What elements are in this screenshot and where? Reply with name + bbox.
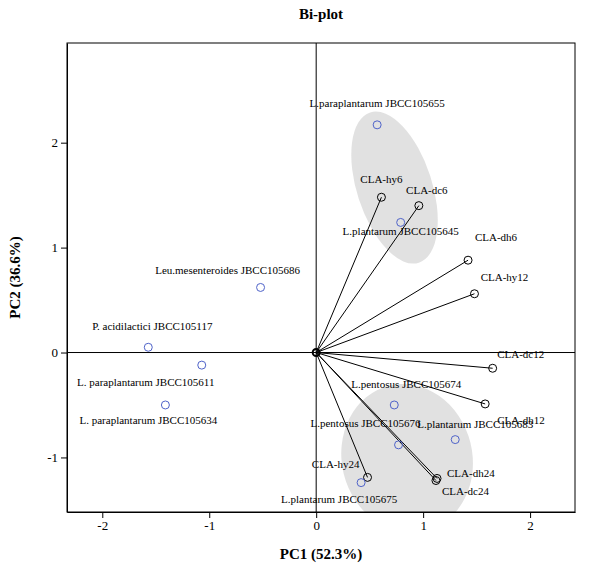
score-point	[144, 343, 152, 351]
score-point	[161, 401, 169, 409]
loading-label: CLA-dh24	[447, 467, 495, 479]
point-label: Leu.mesenteroides JBCC105686	[155, 264, 300, 276]
loading-point	[481, 400, 489, 408]
loading-label: CLA-hy24	[312, 458, 360, 470]
score-point	[451, 436, 459, 444]
score-point	[390, 401, 398, 409]
tick-mark	[209, 512, 210, 518]
loading-label: CLA-dh6	[475, 231, 518, 243]
loading-point	[432, 477, 440, 485]
tick-mark	[61, 457, 67, 458]
y-axis-title: PC2 (36.6%)	[7, 236, 24, 319]
point-label: P. acidilactici JBCC105117	[92, 320, 213, 332]
score-point	[357, 479, 365, 487]
tick-label: 1	[420, 518, 427, 533]
x-axis: -2 -1 0 1 2	[68, 512, 576, 533]
loading-point	[470, 290, 478, 298]
point-label: L.plantarum JBCC105675	[281, 493, 398, 505]
tick-label: 0	[52, 345, 59, 360]
point-label: L. paraplantarum JBCC105611	[77, 376, 214, 388]
tick: 2	[527, 512, 534, 533]
tick-mark	[423, 512, 424, 518]
tick: -1	[47, 450, 67, 465]
point-label: L. paraplantarum JBCC105634	[79, 414, 217, 426]
plot-area	[67, 43, 575, 512]
loading-label: CLA-dc6	[406, 184, 448, 196]
tick-label: 1	[52, 240, 59, 255]
tick-mark	[61, 353, 67, 354]
tick-mark	[530, 512, 531, 518]
loading-point	[377, 193, 385, 201]
tick-label: -2	[97, 518, 108, 533]
tick-label: 0	[313, 518, 320, 533]
x-axis-title: PC1 (52.3%)	[280, 546, 363, 563]
tick-mark	[102, 512, 103, 518]
origin	[313, 349, 320, 356]
loading-label: CLA-dc24	[442, 485, 490, 497]
tick: 1	[52, 240, 68, 255]
point-label: L.paraplantarum JBCC105655	[310, 97, 446, 109]
tick: -2	[97, 512, 108, 533]
chart: Bi-plot PC1 (52.3%) PC2 (36.6%) L.paraplant…	[0, 0, 596, 572]
cluster-ellipse	[334, 101, 454, 274]
loading-vector	[316, 260, 468, 352]
zero-line-v	[316, 43, 317, 512]
labels: L.paraplantarum JBCC105655 L.plantarum JB…	[77, 97, 545, 505]
tick-label: -1	[47, 450, 58, 465]
score-point	[257, 283, 265, 291]
loading-point	[489, 364, 497, 372]
tick-label: 2	[52, 135, 59, 150]
loading-label: CLA-hy12	[481, 271, 529, 283]
point-label: L.plantarum JBCC105645	[343, 225, 460, 237]
loading-point	[415, 202, 423, 210]
loading-label: CLA-hy6	[360, 173, 403, 185]
tick: 2	[52, 135, 68, 150]
tick-mark	[61, 143, 67, 144]
tick-label: 2	[527, 518, 534, 533]
point-label: L.pentosus JBCC105676	[311, 417, 422, 429]
score-point	[373, 121, 381, 129]
loading-point	[464, 256, 472, 264]
y-axis: -1 0 1 2	[47, 44, 67, 513]
title: Bi-plot	[299, 6, 343, 22]
cluster-ellipse	[326, 370, 489, 512]
plot-frame	[67, 43, 575, 512]
score-point	[395, 441, 403, 449]
tick-mark	[61, 248, 67, 249]
tick: -1	[204, 512, 215, 533]
tick: 1	[420, 512, 427, 533]
tick: 0	[52, 345, 68, 360]
loading-label: CLA-dh12	[497, 414, 545, 426]
loading-label: CLA-dc12	[497, 348, 544, 360]
tick-label: -1	[204, 518, 215, 533]
loading-vector	[316, 197, 381, 352]
loading-vector	[316, 294, 474, 353]
score-point	[198, 361, 206, 369]
point-label: L.pentosus JBCC105674	[351, 378, 462, 390]
tick-mark	[316, 512, 317, 518]
tick: 0	[313, 512, 320, 533]
